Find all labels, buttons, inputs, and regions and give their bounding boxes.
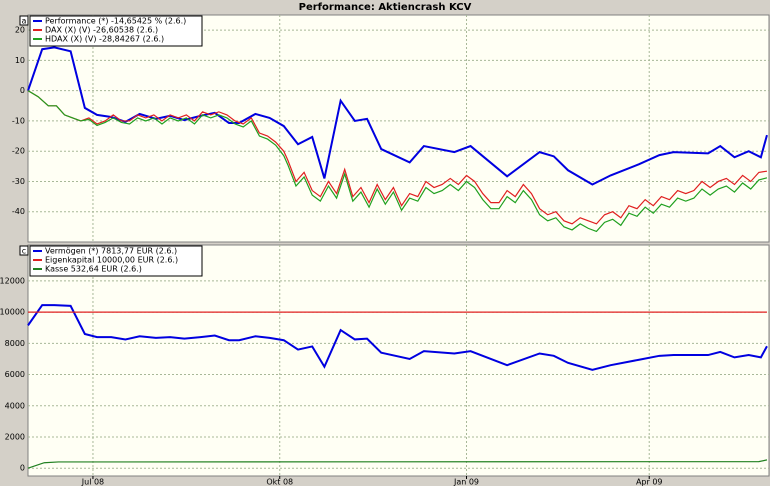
x-tick-label: Okt 08 [266, 478, 293, 486]
x-tick-label: Jul 08 [81, 478, 104, 486]
x-tick-label: Apr 09 [636, 478, 663, 486]
y-tick-label: -10 [12, 116, 25, 125]
y-tick-label: 2000 [5, 432, 25, 441]
y-tick-label: -40 [12, 207, 25, 216]
panel-marker-box [19, 15, 29, 26]
legend-label: Performance (*) -14,65425 % (2.6.) [45, 17, 186, 26]
y-tick-label: 4000 [5, 401, 25, 410]
y-tick-label: 10000 [0, 308, 25, 317]
y-tick-label: 10 [15, 56, 25, 65]
y-tick-label: 20 [15, 26, 25, 35]
y-tick-label: 12000 [0, 276, 25, 285]
legend-label: Eigenkapital 10000,00 EUR (2.6.) [45, 256, 178, 265]
legend-label: Vermögen (*) 7813,77 EUR (2.6.) [45, 247, 177, 256]
panel-marker: c [22, 247, 26, 256]
series-line [27, 304, 768, 371]
y-tick-label: 0 [20, 86, 25, 95]
series-line [27, 459, 768, 469]
series-line [27, 90, 768, 225]
series-line [27, 90, 768, 233]
y-tick-label: 8000 [5, 339, 25, 348]
legend-box [29, 15, 203, 47]
y-tick-label: 6000 [5, 370, 25, 379]
x-tick-label: Jan 09 [453, 478, 479, 486]
panel-marker: a [22, 17, 27, 26]
legend-label: DAX (X) (V) -26,60538 (2.6.) [45, 26, 158, 35]
chart-title: Performance: Aktiencrash KCV [299, 2, 472, 13]
panel-marker-box [19, 245, 29, 256]
series-line [27, 46, 768, 186]
y-tick-label: -20 [12, 147, 25, 156]
y-tick-label: -30 [12, 177, 25, 186]
legend-label: HDAX (X) (V) -28,84267 (2.6.) [45, 35, 164, 44]
y-tick-label: 0 [20, 464, 25, 473]
plot-area [27, 244, 770, 477]
legend-label: Kasse 532,64 EUR (2.6.) [45, 265, 142, 274]
legend-box [29, 245, 203, 277]
